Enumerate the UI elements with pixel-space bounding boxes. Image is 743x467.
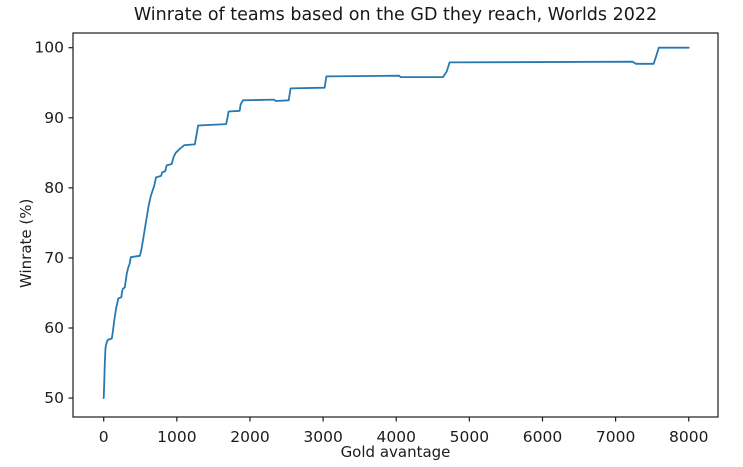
winrate-line [102, 46, 690, 400]
x-tick-label: 4000 [377, 428, 416, 446]
y-tick-label: 80 [44, 179, 64, 197]
x-tick-label: 5000 [450, 428, 489, 446]
y-tick-label: 70 [44, 249, 64, 267]
chart-title: Winrate of teams based on the GD they re… [133, 5, 658, 25]
y-tick-label: 90 [44, 109, 64, 127]
x-axis-label: Gold avantage [340, 443, 451, 461]
x-tick-label: 8000 [669, 428, 708, 446]
y-tick-label: 50 [44, 389, 64, 407]
x-tick-label: 6000 [523, 428, 562, 446]
x-tick-label: 2000 [230, 428, 269, 446]
x-tick-label: 7000 [596, 428, 635, 446]
y-tick-label: 100 [34, 39, 64, 57]
x-tick-label: 1000 [157, 428, 196, 446]
x-tick-label: 0 [99, 428, 109, 446]
x-tick-label: 3000 [303, 428, 342, 446]
axes-spines [72, 32, 719, 418]
y-tick-label: 60 [44, 319, 64, 337]
